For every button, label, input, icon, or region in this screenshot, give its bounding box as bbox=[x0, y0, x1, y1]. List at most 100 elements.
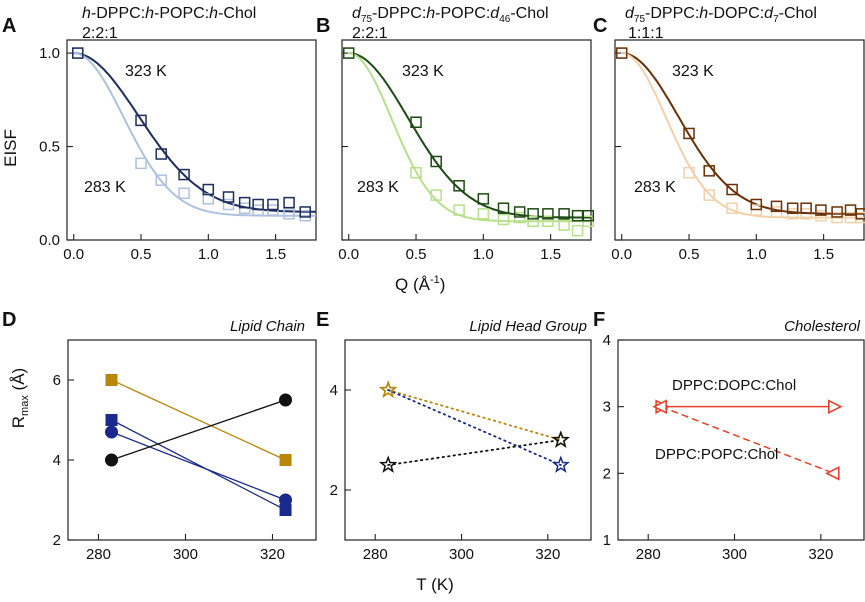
fit-curve-C-1 bbox=[621, 52, 864, 219]
data-point-C bbox=[844, 204, 857, 216]
data-point-A bbox=[202, 183, 215, 196]
data-point-B bbox=[342, 47, 355, 59]
panel-E: E Lipid Head Group 280 300 320 2 4 bbox=[316, 309, 592, 563]
series-line bbox=[111, 379, 286, 461]
data-point-B bbox=[542, 208, 554, 220]
series-line bbox=[111, 419, 286, 511]
x-tick-label: 1.5 bbox=[813, 246, 834, 263]
x-tick-label: 1.5 bbox=[265, 246, 286, 263]
x-tick-label: 280 bbox=[636, 546, 661, 563]
x-tick-label: 0.5 bbox=[131, 246, 152, 263]
data-point-C bbox=[703, 189, 715, 201]
y-tick-label: 6 bbox=[53, 372, 61, 389]
data-point-D bbox=[279, 393, 293, 407]
data-point-B bbox=[542, 215, 554, 228]
y-tick-label: 1.0 bbox=[39, 45, 60, 62]
data-point-A bbox=[135, 157, 147, 170]
data-point-B bbox=[497, 202, 510, 214]
data-point-B bbox=[410, 116, 422, 128]
y-tick-label: 4 bbox=[330, 382, 338, 399]
data-point-C bbox=[815, 204, 827, 216]
data-point-C bbox=[683, 166, 695, 179]
series-line bbox=[660, 405, 835, 475]
x-tick-label: 320 bbox=[535, 546, 560, 563]
temperature-annotation: 283 K bbox=[84, 179, 126, 196]
data-point-E bbox=[378, 455, 398, 473]
panel-A-letter: A bbox=[2, 15, 16, 37]
x-tick-label: 1.0 bbox=[473, 246, 494, 263]
data-point-F bbox=[652, 399, 667, 414]
data-point-D bbox=[279, 493, 293, 507]
y-tick-label: 1 bbox=[603, 532, 611, 549]
temperature-annotation: 283 K bbox=[357, 179, 399, 196]
x-tick-label: 300 bbox=[722, 546, 747, 563]
temperature-annotation: 323 K bbox=[125, 63, 167, 80]
data-point-B bbox=[410, 166, 422, 179]
panel-C: C d75-DPPC:h-DOPC:d7-Chol 1:1:1 0.0 0.5 1.… bbox=[593, 5, 865, 263]
x-tick-label: 300 bbox=[449, 546, 474, 563]
y-tick-label: 0.0 bbox=[39, 232, 60, 249]
panel-A-frame bbox=[66, 39, 317, 241]
temperature-annotation: 323 K bbox=[402, 63, 444, 80]
panel-F-title: Cholesterol bbox=[784, 318, 861, 335]
data-point-C bbox=[855, 208, 865, 220]
y-tick-label: 2 bbox=[603, 465, 611, 482]
data-point-B bbox=[558, 219, 570, 231]
data-point-B bbox=[477, 193, 490, 205]
fit-curve-B-1 bbox=[348, 52, 591, 223]
data-point-C bbox=[683, 127, 695, 140]
x-tick-label: 1.0 bbox=[198, 246, 219, 263]
data-point-A bbox=[283, 208, 295, 220]
data-point-B bbox=[453, 180, 465, 192]
data-point-C bbox=[844, 211, 857, 224]
y-tick-label: 2 bbox=[53, 532, 61, 549]
data-point-A bbox=[155, 148, 167, 160]
data-point-A bbox=[299, 206, 311, 218]
panel-F-letter: F bbox=[593, 309, 605, 331]
panel-E-letter: E bbox=[316, 309, 329, 331]
data-point-C bbox=[800, 202, 812, 214]
series-annotation: DPPC:POPC:Chol bbox=[655, 446, 778, 463]
panel-B-letter: B bbox=[316, 15, 330, 37]
data-point-C bbox=[726, 202, 738, 214]
panel-C-title: d75-DPPC:h-DOPC:d7-Chol bbox=[625, 5, 817, 25]
data-point-B bbox=[582, 209, 595, 222]
data-point-E bbox=[378, 380, 398, 398]
panel-C-letter: C bbox=[593, 15, 607, 37]
y-tick-label: 2 bbox=[330, 482, 338, 499]
y-tick-label: 0.5 bbox=[39, 139, 60, 156]
fit-curve-B-0 bbox=[348, 52, 591, 219]
panel-C-frame bbox=[614, 39, 865, 241]
data-point-B bbox=[477, 208, 490, 220]
panel-A-subtitle: 2:2:1 bbox=[82, 25, 118, 42]
data-point-B bbox=[430, 155, 442, 168]
temperature-annotation: 323 K bbox=[672, 63, 714, 80]
data-point-A bbox=[222, 198, 235, 211]
temperature-annotation: 283 K bbox=[634, 179, 676, 196]
x-tick-label: 1.5 bbox=[540, 246, 561, 263]
data-point-C bbox=[770, 200, 783, 213]
series-annotation: DPPC:DOPC:Chol bbox=[672, 377, 796, 394]
data-point-F bbox=[825, 466, 840, 481]
x-tick-label: 0.0 bbox=[63, 246, 84, 263]
data-point-A bbox=[72, 47, 84, 59]
x-tick-label: 0.5 bbox=[679, 246, 700, 263]
data-point-F bbox=[827, 399, 843, 414]
data-point-D bbox=[279, 454, 292, 466]
panel-C-subtitle: 1:1:1 bbox=[628, 25, 664, 42]
data-point-A bbox=[222, 191, 235, 203]
data-point-B bbox=[558, 208, 570, 220]
data-point-D bbox=[105, 453, 119, 467]
x-tick-label: 280 bbox=[363, 546, 388, 563]
data-point-A bbox=[238, 196, 251, 209]
data-point-B bbox=[571, 209, 584, 222]
series-line bbox=[111, 399, 286, 461]
x-tick-label: 300 bbox=[173, 546, 198, 563]
data-point-B bbox=[497, 213, 510, 226]
panel-A-title: h-DPPC:h-POPC:h-Chol bbox=[82, 5, 256, 22]
data-point-A bbox=[178, 168, 190, 181]
series-line bbox=[111, 431, 286, 501]
series-line bbox=[387, 389, 562, 441]
data-point-E bbox=[551, 455, 570, 473]
